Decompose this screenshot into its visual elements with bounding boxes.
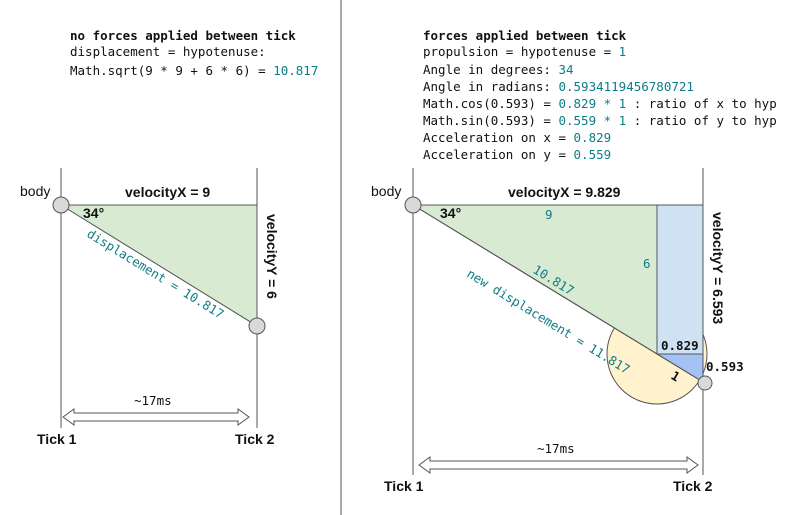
right-title: forces applied between tick	[423, 28, 627, 43]
right-time-label: ~17ms	[537, 441, 575, 456]
right-cos-note: : ratio of x to hyp	[626, 96, 777, 111]
inner-y-label: 6	[643, 256, 651, 271]
right-accy-expr: Acceleration on y =	[423, 147, 574, 162]
left-velocity-y: velocityY = 6	[264, 214, 280, 299]
inner-x-label: 9	[545, 207, 553, 222]
left-time-label: ~17ms	[134, 393, 172, 408]
right-angle: 34°	[440, 205, 461, 221]
right-radians-expr: Angle in radians:	[423, 79, 558, 94]
right-sin-note: : ratio of y to hyp	[626, 113, 777, 128]
right-body-label: body	[371, 183, 401, 199]
right-propulsion-value: 1	[619, 44, 627, 59]
small-x-label: 0.829	[661, 338, 699, 353]
right-line-cos: Math.cos(0.593) = 0.829 * 1 : ratio of x…	[423, 96, 777, 111]
right-body-start	[404, 196, 422, 214]
left-displacement-triangle	[59, 204, 258, 327]
right-body-end	[697, 375, 713, 391]
right-sin-expr: Math.sin(0.593) =	[423, 113, 558, 128]
right-velocity-x: velocityX = 9.829	[508, 184, 621, 200]
small-y-label: 0.593	[706, 359, 744, 374]
new-displacement-line	[412, 204, 704, 383]
left-body-end	[248, 317, 266, 335]
right-time-arrow	[418, 456, 699, 474]
right-cos-value: 0.829 * 1	[558, 96, 626, 111]
right-panel: forces applied between tick propulsion =…	[371, 28, 777, 494]
right-accx-expr: Acceleration on x =	[423, 130, 574, 145]
left-title: no forces applied between tick	[70, 28, 296, 43]
right-tick2-label: Tick 2	[673, 478, 713, 494]
velocity-extra-rect	[656, 204, 704, 355]
right-line-sin: Math.sin(0.593) = 0.559 * 1 : ratio of y…	[423, 113, 777, 128]
right-cos-expr: Math.cos(0.593) =	[423, 96, 558, 111]
right-line-radians: Angle in radians: 0.5934119456780721	[423, 79, 694, 94]
left-sqrt-expr: Math.sqrt(9 * 9 + 6 * 6) =	[70, 63, 273, 78]
left-time-arrow	[62, 408, 250, 426]
right-tick1-label: Tick 1	[384, 478, 424, 494]
left-sqrt-value: 10.817	[273, 63, 318, 78]
left-velocity-x: velocityX = 9	[125, 184, 210, 200]
right-velocity-y: velocityY = 6.593	[710, 212, 726, 324]
left-angle: 34°	[83, 205, 104, 221]
right-propulsion-expr: propulsion = hypotenuse =	[423, 44, 619, 59]
right-degrees-expr: Angle in degrees:	[423, 62, 558, 77]
left-tick2-label: Tick 2	[235, 431, 275, 447]
left-body-label: body	[20, 183, 50, 199]
right-line-accy: Acceleration on y = 0.559	[423, 147, 611, 162]
right-line-degrees: Angle in degrees: 34	[423, 62, 574, 77]
right-accx-value: 0.829	[574, 130, 612, 145]
right-line-propulsion: propulsion = hypotenuse = 1	[423, 44, 626, 59]
left-line-displacement: displacement = hypotenuse:	[70, 44, 266, 59]
left-body-start	[52, 196, 70, 214]
right-degrees-value: 34	[558, 62, 573, 77]
right-sin-value: 0.559 * 1	[558, 113, 626, 128]
left-line-sqrt: Math.sqrt(9 * 9 + 6 * 6) = 10.817	[70, 63, 318, 78]
right-line-accx: Acceleration on x = 0.829	[423, 130, 611, 145]
right-accy-value: 0.559	[574, 147, 612, 162]
left-panel: no forces applied between tick displacem…	[20, 28, 318, 447]
left-tick1-label: Tick 1	[37, 431, 77, 447]
right-radians-value: 0.5934119456780721	[558, 79, 693, 94]
